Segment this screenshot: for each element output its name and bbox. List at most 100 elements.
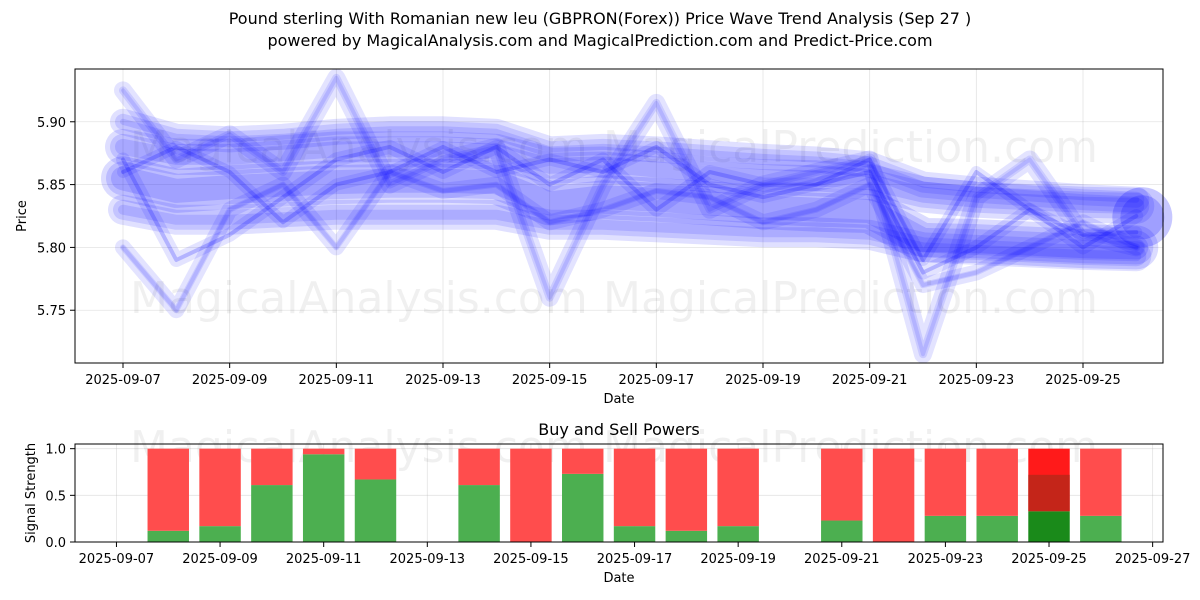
sell-power-bar — [354, 448, 397, 480]
buy-sell-x-tick-label: 2025-09-27 — [1115, 552, 1191, 567]
price-y-tick-label: 5.85 — [37, 179, 66, 194]
watermark-analysis-mid: MagicalAnalysis.com — [130, 273, 588, 324]
buy-power-bar — [1080, 515, 1122, 542]
buy-sell-y-tick-label: 1.0 — [45, 443, 66, 458]
price-x-axis-label: Date — [603, 392, 634, 407]
sell-power-overlap — [1028, 474, 1070, 512]
wave-line-wave-8 — [117, 140, 1143, 266]
sell-power-bar — [562, 448, 604, 474]
sell-power-bar — [510, 448, 552, 542]
price-x-tick-label: 2025-09-25 — [1045, 373, 1121, 388]
price-x-tick-label: 2025-09-09 — [192, 373, 268, 388]
buy-power-bar — [562, 473, 604, 542]
buy-sell-x-tick-label: 2025-09-15 — [493, 552, 569, 567]
wave-line-wave-8 — [121, 144, 1139, 262]
sell-power-bar — [821, 448, 863, 521]
buy-sell-y-tick-label: 0.0 — [45, 536, 66, 551]
wave-line-wave-8 — [121, 144, 1139, 262]
buy-sell-chart: Buy and Sell Powers MagicalAnalysis.com … — [24, 420, 1190, 586]
buy-sell-x-tick-label: 2025-09-21 — [804, 552, 880, 567]
buy-power-bar — [354, 479, 397, 542]
wave-line-wave-4 — [115, 113, 1145, 208]
wave-line-wave-1 — [106, 161, 1154, 265]
watermark-prediction-top: MagicalPrediction.com — [603, 122, 1098, 173]
buy-sell-y-axis: 0.0 0.5 1.0 — [45, 443, 75, 551]
price-x-axis: 2025-09-07 2025-09-09 2025-09-11 2025-09-13… — [85, 363, 1121, 388]
buy-sell-x-axis: 2025-09-07 2025-09-09 2025-09-11 2025-09-13… — [79, 542, 1191, 567]
price-y-tick-label: 5.80 — [37, 241, 66, 256]
buy-power-bar — [924, 515, 967, 542]
price-y-axis: 5.75 5.80 5.85 5.90 — [37, 116, 75, 319]
wave-line-wave-2 — [105, 128, 1155, 224]
wave-line-wave-7 — [116, 139, 1144, 280]
sell-power-bar — [872, 448, 915, 542]
wave-line-wave-6 — [120, 169, 1140, 314]
wave-line-wave-3 — [108, 194, 1152, 272]
watermark-prediction-mid: MagicalPrediction.com — [603, 273, 1098, 324]
buy-power-bar — [458, 485, 500, 542]
buy-sell-x-tick-label: 2025-09-07 — [79, 552, 155, 567]
price-grid — [75, 69, 1163, 363]
buy-sell-y-tick-label: 0.5 — [45, 489, 66, 504]
price-plot-frame — [74, 68, 1164, 364]
buy-sell-x-tick-label: 2025-09-11 — [286, 552, 362, 567]
chart-title-block: Pound sterling With Romanian new leu (GB… — [0, 8, 1200, 52]
sell-power-bar — [458, 448, 500, 486]
price-x-tick-label: 2025-09-23 — [939, 373, 1015, 388]
buy-sell-x-tick-label: 2025-09-25 — [1011, 552, 1087, 567]
wave-line-wave-7 — [121, 144, 1139, 275]
price-y-tick-label: 5.75 — [37, 304, 66, 319]
buy-power-bar — [251, 485, 293, 542]
buy-sell-x-tick-label: 2025-09-23 — [908, 552, 984, 567]
buy-power-bar — [302, 454, 345, 542]
sell-power-bar — [924, 448, 967, 516]
price-x-tick-label: 2025-09-19 — [725, 373, 801, 388]
price-x-tick-label: 2025-09-17 — [619, 373, 695, 388]
wave-line-wave-1 — [111, 166, 1149, 260]
wave-line-wave-4 — [110, 108, 1150, 213]
sell-power-bar — [717, 448, 759, 527]
price-wave-chart: MagicalAnalysis.com MagicalPrediction.co… — [15, 68, 1173, 407]
buy-sell-y-axis-label: Signal Strength — [24, 443, 39, 543]
price-x-tick-label: 2025-09-15 — [512, 373, 588, 388]
price-x-tick-label: 2025-09-11 — [299, 373, 375, 388]
price-watermarks: MagicalAnalysis.com MagicalPrediction.co… — [130, 122, 1098, 324]
buy-sell-x-tick-label: 2025-09-13 — [390, 552, 466, 567]
buy-power-bar — [1028, 511, 1070, 542]
buy-power-bar — [821, 520, 863, 542]
price-x-tick-label: 2025-09-21 — [832, 373, 908, 388]
sell-power-bar — [613, 448, 656, 527]
sell-power-bar — [199, 448, 241, 527]
price-x-tick-label: 2025-09-07 — [85, 373, 161, 388]
chart-subtitle: powered by MagicalAnalysis.com and Magic… — [267, 31, 933, 50]
buy-power-bar — [199, 526, 241, 542]
buy-sell-x-tick-label: 2025-09-19 — [700, 552, 776, 567]
wave-line-wave-5 — [114, 68, 1146, 364]
price-y-tick-label: 5.90 — [37, 116, 66, 131]
wave-line-wave-7 — [121, 144, 1139, 275]
sell-power-bar — [1080, 448, 1122, 516]
wave-line-wave-4 — [120, 118, 1140, 203]
wave-line-wave-1 — [101, 156, 1159, 270]
buy-power-bar — [717, 526, 759, 542]
buy-sell-bars — [147, 448, 1122, 542]
wave-endpoint-marker — [1112, 187, 1173, 248]
buy-sell-x-tick-label: 2025-09-17 — [597, 552, 673, 567]
sell-power-bar — [147, 448, 189, 531]
buy-power-bar — [665, 530, 708, 542]
wave-line-wave-5 — [119, 73, 1141, 359]
buy-sell-title: Buy and Sell Powers — [538, 420, 700, 439]
price-y-axis-label: Price — [15, 200, 30, 232]
sell-power-bar — [302, 448, 345, 455]
buy-power-bar — [613, 526, 656, 542]
wave-endpoint-core — [1120, 195, 1165, 240]
sell-power-bar — [976, 448, 1018, 516]
buy-power-bar — [976, 515, 1018, 542]
wave-line-wave-6 — [115, 164, 1145, 319]
sell-power-bar — [251, 448, 293, 486]
chart-title: Pound sterling With Romanian new leu (GB… — [228, 9, 972, 28]
price-wave-series — [101, 68, 1173, 364]
buy-sell-plot-frame — [74, 443, 1164, 543]
watermark-analysis-top: MagicalAnalysis.com — [130, 122, 588, 173]
